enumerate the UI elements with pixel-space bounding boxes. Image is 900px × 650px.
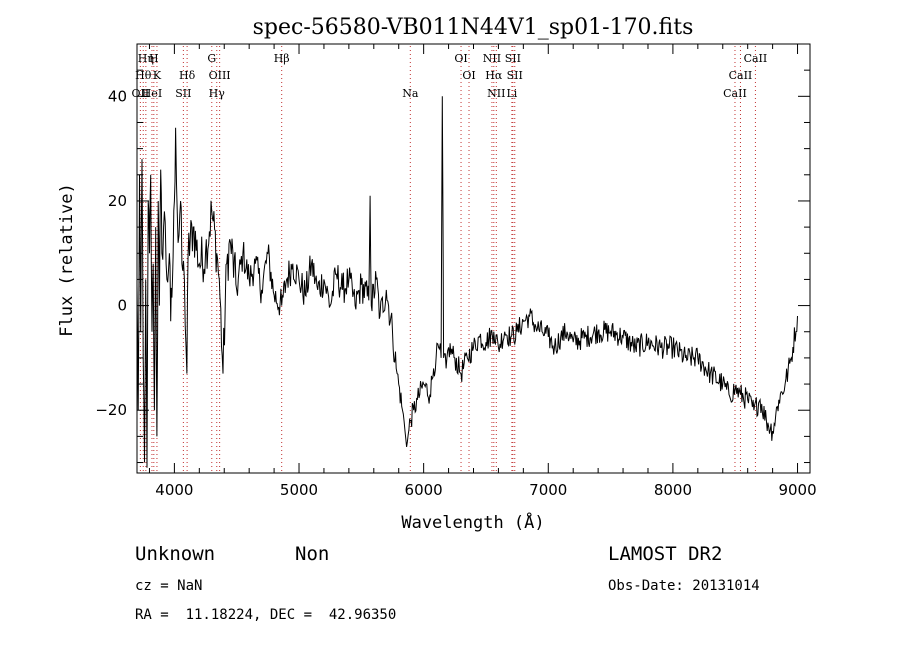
coordinates: RA = 11.18224, DEC = 42.96350 [135, 607, 396, 623]
line-label: Hδ [179, 69, 196, 82]
line-label: CaII [729, 69, 753, 82]
line-labels: OIIHθHηHHeIKSIIHδGOIIIHγHβNaOIOINIIHαNII… [132, 52, 768, 100]
x-tick-label: 9000 [778, 481, 816, 499]
line-label: HeI [142, 87, 162, 100]
observation-date: Obs-Date: 20131014 [608, 578, 760, 594]
line-label: H [149, 52, 159, 65]
y-axis-label: Flux (relative) [57, 183, 77, 337]
line-label: SII [505, 52, 521, 65]
line-label: CaII [744, 52, 768, 65]
line-label: Na [402, 87, 419, 100]
plot-frame [136, 43, 811, 474]
x-tick-label: 4000 [155, 481, 193, 499]
line-label: CaII [723, 87, 747, 100]
x-tick-label: 6000 [405, 481, 443, 499]
axis-tick-labels: 4000 5000 6000 7000 8000 9000 −20 0 20 40 [95, 87, 816, 499]
line-label: OI [462, 69, 475, 82]
object-subclass: Non [295, 543, 329, 565]
x-tick-label: 5000 [280, 481, 318, 499]
line-label: Hβ [274, 52, 290, 65]
line-label: OIII [209, 69, 231, 82]
survey-name: LAMOST DR2 [608, 543, 722, 565]
line-label: K [153, 69, 162, 82]
object-class: Unknown [135, 543, 215, 565]
line-label: Hγ [209, 87, 226, 100]
line-label: Li [506, 87, 517, 100]
x-axis-label: Wavelength (Å) [401, 511, 544, 533]
y-tick-label: −20 [95, 401, 127, 419]
spectrum-line [136, 96, 798, 468]
line-label: Hα [485, 69, 503, 82]
line-label: Hθ [135, 69, 152, 82]
line-label: Hη [138, 52, 154, 65]
y-tick-label: 20 [108, 192, 127, 210]
line-label: SII [175, 87, 191, 100]
axis-ticks [137, 43, 810, 473]
line-label: OI [454, 52, 467, 65]
y-tick-label: 40 [108, 87, 127, 105]
x-tick-label: 7000 [529, 481, 567, 499]
line-label: NII [487, 87, 505, 100]
chart-title: spec-56580-VB011N44V1_sp01-170.fits [253, 15, 694, 40]
line-label: G [207, 52, 216, 65]
x-tick-label: 8000 [654, 481, 692, 499]
redshift-cz: cz = NaN [135, 578, 202, 594]
line-label: SII [507, 69, 523, 82]
line-label: NII [483, 52, 501, 65]
y-tick-label: 0 [117, 297, 127, 315]
